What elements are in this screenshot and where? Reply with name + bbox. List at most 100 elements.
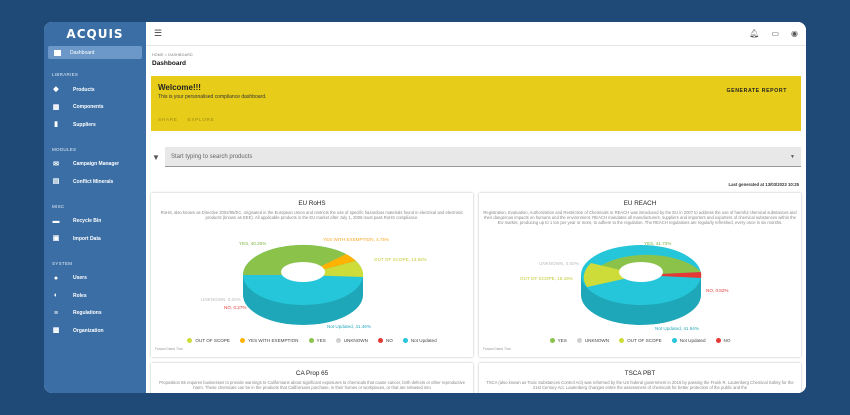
dashboard-icon (54, 49, 61, 56)
sidebar-section-title: LIBRARIES (52, 72, 79, 77)
sidebar-item-roles[interactable]: ◐ Roles (44, 287, 146, 305)
product-search-input[interactable]: Start typing to search products ▼ (165, 147, 801, 167)
products-icon: ◆ (53, 86, 59, 94)
legend-no[interactable]: NO (715, 338, 730, 343)
label-exemption: YES WITH EXEMPTION, 4.75% (323, 237, 389, 242)
chart-trial-note: FusionCharts Trial (483, 347, 511, 351)
sidebar-item-dashboard[interactable]: Dashboard (48, 46, 142, 59)
legend-out-of-scope[interactable]: OUT OF SCOPE (619, 338, 662, 343)
label-no: NO, 0.82% (706, 288, 728, 293)
card-description: TSCA (also known as Toxic Substances Con… (486, 380, 794, 391)
ca-prop65-card: CA Prop 65 Proposition 65 requires busin… (151, 363, 473, 393)
app-window: ACQUIS Dashboard LIBRARIES ◆ Products ▦ Comp… (44, 22, 806, 393)
legend-out-of-scope[interactable]: OUT OF SCOPE (187, 338, 230, 343)
label-out-of-scope: OUT OF SCOPE, 15.15% (520, 276, 573, 281)
chart-legend: OUT OF SCOPE YES WITH EXEMPTION YES UNKN… (151, 338, 473, 343)
share-button[interactable]: SHARE (158, 118, 178, 123)
legend-unknown[interactable]: UNKNOWN (335, 338, 368, 343)
slice-no (641, 272, 702, 278)
legend-yes[interactable]: YES (549, 338, 567, 343)
label-yes: YES, 40.26% (239, 241, 266, 246)
suppliers-icon: ▮ (54, 121, 58, 129)
label-yes: YES, 41.73% (644, 241, 671, 246)
users-icon: ● (53, 274, 59, 282)
page-title: Dashboard (152, 60, 186, 67)
filter-icon[interactable]: ▼ (152, 152, 160, 162)
sidebar-item-conflict-minerals[interactable]: ▤ Conflict Minerals (44, 173, 146, 191)
mail-icon: ✉ (53, 160, 59, 168)
sidebar: ACQUIS Dashboard LIBRARIES ◆ Products ▦ Comp… (44, 22, 146, 393)
label-unknown: UNKNOWN, 0.00% (201, 297, 241, 302)
sidebar-section-title: MODULES (52, 146, 77, 152)
sidebar-item-recycle-bin[interactable]: ▬ Recycle Bin (44, 213, 146, 231)
eu-reach-card: EU REACH Registration, Evaluation, Autho… (479, 193, 801, 357)
sidebar-item-users[interactable]: ● Users (44, 270, 146, 288)
message-icon[interactable]: ▭ (771, 29, 780, 38)
tsca-pbt-card: TSCA PBT TSCA (also known as Toxic Subst… (479, 363, 801, 393)
sidebar-section-title: SYSTEM (52, 260, 73, 266)
sidebar-item-label: Recycle Bin (73, 218, 102, 225)
label-out-of-scope: OUT OF SCOPE, 13.92% (374, 257, 427, 262)
top-bar: ☰ 🔔︎ ▭ ◉ (146, 22, 806, 46)
trash-icon: ▬ (52, 217, 60, 225)
explore-button[interactable]: EXPLORE (187, 118, 215, 123)
label-unknown: UNKNOWN, 0.00% (539, 261, 579, 266)
legend-yes-with-exemption[interactable]: YES WITH EXEMPTION (239, 338, 299, 343)
last-generated: Last generated at 13/03/2023 10:25 (728, 182, 799, 187)
legend-not-updated[interactable]: Not Updated (402, 338, 437, 343)
bell-icon[interactable]: 🔔︎ (749, 29, 760, 38)
sidebar-item-products[interactable]: ◆ Products (44, 81, 146, 99)
sidebar-item-label: Regulations (73, 310, 102, 317)
card-description: RoHS, also known as Directive 2002/95/EC… (160, 210, 464, 221)
label-not-updated: Not Updated, 41.94% (655, 326, 699, 331)
legend-not-updated[interactable]: Not Updated (671, 338, 706, 343)
sidebar-item-label: Components (73, 104, 104, 111)
sidebar-item-campaign-manager[interactable]: ✉ Campaign Manager (44, 156, 146, 174)
logo: ACQUIS (66, 27, 124, 41)
chat-icon: ▤ (52, 178, 60, 186)
dashboard-content: HOME > DASHBOARD Dashboard Welcome!!! Th… (146, 46, 806, 393)
card-title: EU REACH (623, 200, 657, 207)
sidebar-item-label: Roles (73, 292, 87, 299)
hamburger-menu-icon[interactable]: ☰ (154, 28, 163, 38)
sidebar-item-label: Users (73, 275, 87, 282)
components-icon: ▦ (52, 103, 60, 111)
welcome-subtitle: This is your personalised compliance das… (158, 94, 267, 100)
label-not-updated: Not Updated, 41.46% (327, 324, 371, 329)
legend-no[interactable]: NO (377, 338, 393, 343)
generate-report-button[interactable]: GENERATE REPORT (726, 88, 787, 94)
eu-rohs-card: EU RoHS RoHS, also known as Directive 20… (151, 193, 473, 357)
card-title: CA Prop 65 (295, 370, 329, 377)
roles-icon: ◐ (53, 292, 59, 300)
chart-legend: YES UNKNOWN OUT OF SCOPE Not Updated NO (479, 338, 801, 343)
sidebar-item-label: Campaign Manager (73, 161, 120, 168)
sidebar-item-regulations[interactable]: ≡ Regulations (44, 305, 146, 323)
sidebar-section-title: MISC (52, 203, 65, 209)
main-area: ☰ 🔔︎ ▭ ◉ HOME > DASHBOARD Dashboard Welc… (146, 22, 806, 393)
sidebar-item-label: Suppliers (73, 121, 96, 128)
sidebar-item-label: Organization (73, 327, 104, 334)
legend-yes[interactable]: YES (308, 338, 326, 343)
legend-unknown[interactable]: UNKNOWN (576, 338, 609, 343)
sidebar-item-label: Dashboard (70, 49, 95, 56)
sidebar-item-label: Conflict Minerals (73, 178, 114, 185)
dropdown-arrow-icon[interactable]: ▼ (790, 153, 795, 160)
sidebar-item-import-data[interactable]: ▣ Import Data (44, 230, 146, 248)
sidebar-item-suppliers[interactable]: ▮ Suppliers (44, 116, 146, 134)
account-icon[interactable]: ◉ (791, 29, 798, 38)
sidebar-item-components[interactable]: ▦ Components (44, 99, 146, 117)
welcome-banner: Welcome!!! This is your personalised com… (151, 76, 801, 131)
sidebar-item-organization[interactable]: ▩ Organization (44, 322, 146, 340)
card-description: Registration, Evaluation, Authorization … (483, 210, 797, 226)
breadcrumb[interactable]: HOME > DASHBOARD (152, 53, 193, 57)
regulations-icon: ≡ (53, 309, 59, 317)
eu-reach-donut-chart: YES, 41.73% UNKNOWN, 0.00% OUT OF SCOPE,… (520, 241, 728, 331)
eu-rohs-donut-chart: YES, 40.26% YES WITH EXEMPTION, 4.75% OU… (201, 237, 427, 329)
label-no: NO, 0.27% (224, 305, 246, 310)
organization-icon: ▩ (52, 327, 60, 335)
slice-out-of-scope (583, 263, 641, 287)
sidebar-item-label: Import Data (73, 235, 101, 242)
welcome-title: Welcome!!! (158, 83, 201, 92)
import-icon: ▣ (52, 235, 60, 243)
card-title: EU RoHS (298, 200, 326, 207)
